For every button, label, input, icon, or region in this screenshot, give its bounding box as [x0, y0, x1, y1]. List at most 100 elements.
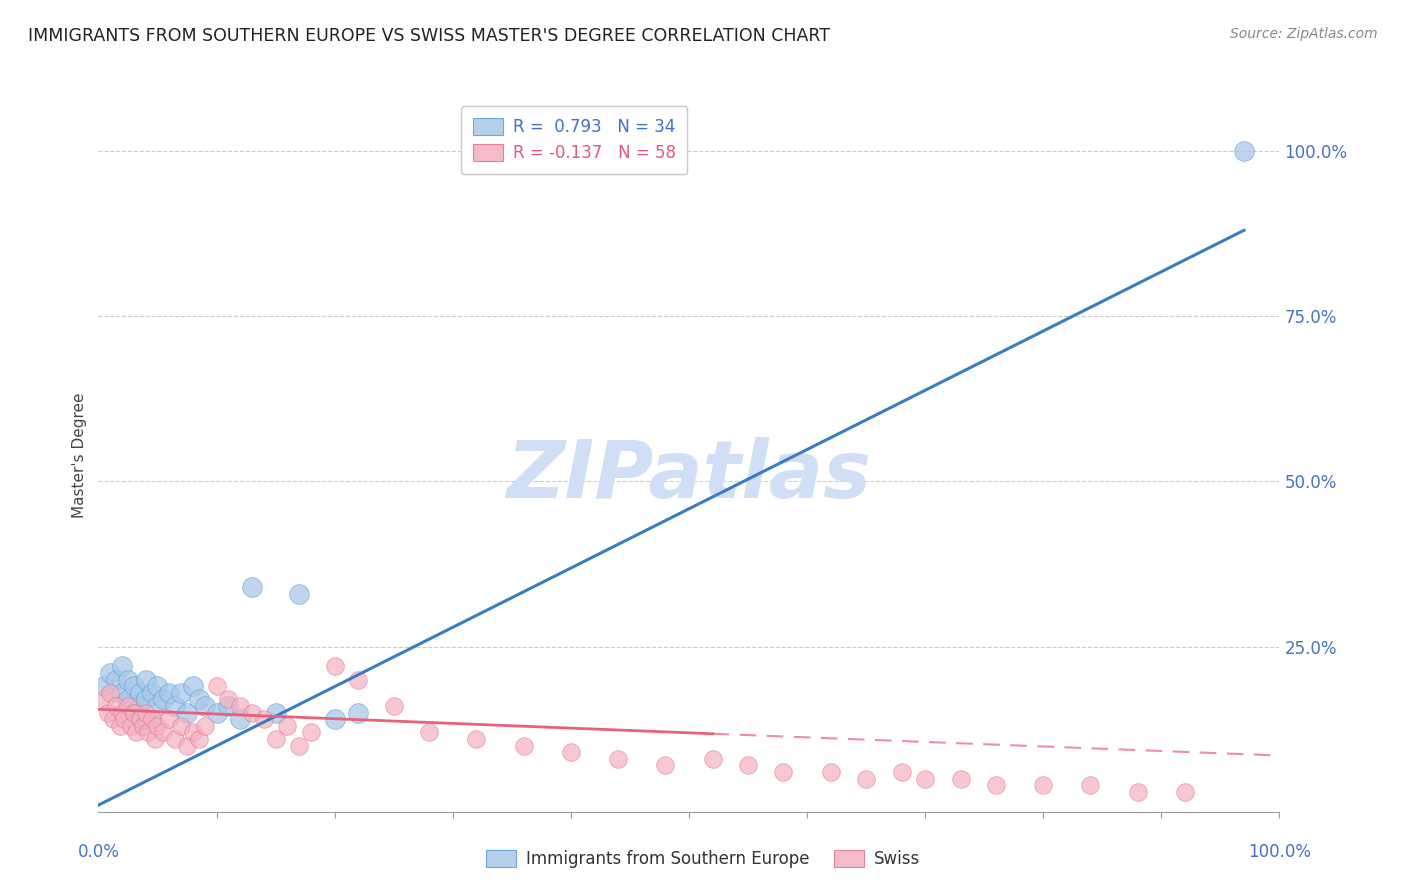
Point: [108, 719, 131, 733]
Point: [111, 686, 134, 700]
Point: [323, 712, 346, 726]
Point: [890, 765, 912, 780]
Y-axis label: Master's Degree: Master's Degree: [72, 392, 87, 517]
Point: [93, 692, 115, 706]
Point: [205, 679, 228, 693]
Point: [347, 706, 370, 720]
Legend: Immigrants from Southern Europe, Swiss: Immigrants from Southern Europe, Swiss: [479, 843, 927, 875]
Point: [702, 752, 724, 766]
Point: [111, 659, 134, 673]
Point: [264, 706, 287, 720]
Text: IMMIGRANTS FROM SOUTHERN EUROPE VS SWISS MASTER'S DEGREE CORRELATION CHART: IMMIGRANTS FROM SOUTHERN EUROPE VS SWISS…: [28, 27, 830, 45]
Point: [165, 698, 187, 713]
Point: [465, 732, 488, 747]
Point: [299, 725, 322, 739]
Text: 100.0%: 100.0%: [1249, 843, 1310, 861]
Point: [240, 580, 263, 594]
Point: [512, 739, 534, 753]
Point: [253, 712, 276, 726]
Point: [146, 698, 169, 713]
Point: [105, 673, 128, 687]
Point: [135, 673, 157, 687]
Point: [1032, 778, 1054, 792]
Point: [125, 725, 148, 739]
Point: [143, 732, 166, 747]
Point: [141, 686, 163, 700]
Point: [170, 719, 193, 733]
Point: [607, 752, 630, 766]
Point: [264, 732, 287, 747]
Point: [229, 712, 252, 726]
Point: [122, 706, 145, 720]
Point: [132, 719, 155, 733]
Point: [181, 725, 204, 739]
Point: [111, 706, 134, 720]
Point: [152, 692, 174, 706]
Point: [141, 712, 163, 726]
Point: [176, 739, 198, 753]
Point: [1126, 785, 1149, 799]
Point: [176, 706, 198, 720]
Point: [157, 712, 180, 726]
Point: [98, 665, 121, 680]
Point: [98, 686, 121, 700]
Point: [165, 732, 187, 747]
Text: Source: ZipAtlas.com: Source: ZipAtlas.com: [1230, 27, 1378, 41]
Point: [418, 725, 440, 739]
Point: [949, 772, 972, 786]
Point: [157, 686, 180, 700]
Point: [347, 673, 370, 687]
Point: [146, 679, 169, 693]
Point: [288, 587, 311, 601]
Point: [1233, 144, 1256, 158]
Point: [217, 698, 239, 713]
Point: [737, 758, 759, 772]
Point: [187, 692, 209, 706]
Point: [820, 765, 842, 780]
Point: [117, 692, 139, 706]
Point: [105, 698, 128, 713]
Point: [170, 686, 193, 700]
Point: [205, 706, 228, 720]
Point: [135, 692, 157, 706]
Point: [152, 725, 174, 739]
Point: [1174, 785, 1197, 799]
Point: [93, 679, 115, 693]
Point: [128, 698, 150, 713]
Point: [323, 659, 346, 673]
Point: [112, 712, 135, 726]
Point: [654, 758, 676, 772]
Point: [288, 739, 311, 753]
Text: ZIPatlas: ZIPatlas: [506, 437, 872, 516]
Point: [128, 686, 150, 700]
Point: [194, 719, 217, 733]
Point: [117, 673, 139, 687]
Point: [194, 698, 217, 713]
Point: [382, 698, 405, 713]
Point: [122, 706, 145, 720]
Point: [217, 692, 239, 706]
Text: 0.0%: 0.0%: [77, 843, 120, 861]
Point: [1080, 778, 1102, 792]
Point: [560, 745, 582, 759]
Point: [914, 772, 936, 786]
Point: [97, 706, 120, 720]
Point: [121, 719, 143, 733]
Point: [855, 772, 877, 786]
Point: [276, 719, 298, 733]
Point: [984, 778, 1007, 792]
Point: [772, 765, 794, 780]
Point: [181, 679, 204, 693]
Point: [135, 706, 157, 720]
Point: [146, 719, 169, 733]
Point: [128, 712, 150, 726]
Point: [240, 706, 263, 720]
Point: [101, 712, 124, 726]
Point: [122, 679, 145, 693]
Point: [117, 698, 139, 713]
Point: [187, 732, 209, 747]
Point: [136, 725, 159, 739]
Point: [229, 698, 252, 713]
Legend: R =  0.793   N = 34, R = -0.137   N = 58: R = 0.793 N = 34, R = -0.137 N = 58: [461, 106, 688, 174]
Point: [135, 712, 157, 726]
